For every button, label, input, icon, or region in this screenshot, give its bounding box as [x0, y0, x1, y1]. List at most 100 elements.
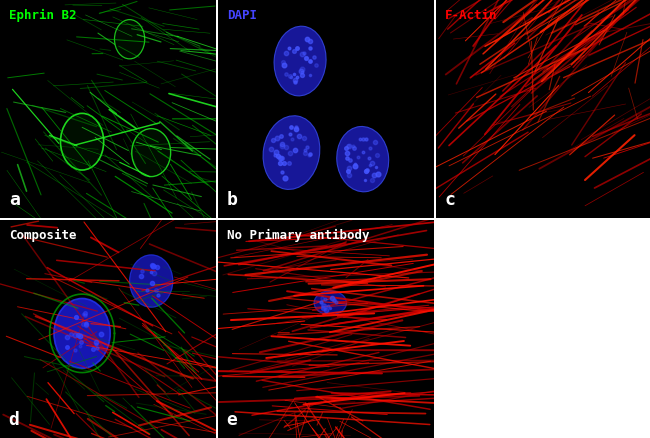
Point: [321, 306, 332, 313]
Point: [367, 159, 377, 166]
Ellipse shape: [132, 129, 171, 177]
Point: [309, 54, 319, 61]
Point: [301, 55, 311, 62]
Point: [149, 270, 159, 277]
Point: [318, 302, 328, 309]
Point: [344, 164, 355, 171]
Point: [360, 176, 370, 183]
Point: [310, 62, 320, 69]
Point: [277, 142, 287, 149]
Point: [136, 273, 147, 280]
Ellipse shape: [263, 116, 320, 189]
Point: [362, 166, 372, 173]
Point: [315, 298, 326, 305]
Point: [279, 160, 289, 167]
Point: [289, 48, 299, 55]
Ellipse shape: [114, 20, 145, 59]
Point: [330, 298, 341, 305]
Point: [276, 168, 287, 175]
Point: [317, 295, 327, 302]
Point: [305, 151, 315, 158]
Point: [299, 135, 309, 142]
Point: [148, 263, 159, 270]
Point: [292, 74, 302, 81]
Point: [78, 311, 88, 318]
Point: [323, 303, 333, 310]
Point: [343, 142, 353, 149]
Ellipse shape: [274, 26, 326, 96]
Point: [372, 170, 383, 177]
Point: [92, 345, 103, 352]
Point: [348, 144, 359, 151]
Ellipse shape: [54, 298, 110, 368]
Point: [358, 148, 369, 155]
Point: [350, 163, 360, 170]
Point: [70, 313, 81, 320]
Point: [344, 171, 354, 178]
Point: [291, 124, 301, 131]
Point: [285, 131, 295, 138]
Point: [319, 296, 330, 303]
Point: [305, 57, 315, 64]
Point: [61, 343, 72, 350]
Point: [317, 305, 328, 312]
Point: [281, 70, 291, 77]
Point: [371, 164, 382, 171]
Point: [352, 153, 363, 160]
Point: [355, 136, 365, 143]
Text: F-Actin: F-Actin: [445, 9, 497, 22]
Point: [318, 302, 329, 309]
Point: [273, 152, 283, 159]
Point: [369, 172, 379, 179]
Point: [91, 340, 101, 347]
Point: [302, 144, 313, 151]
Point: [151, 264, 162, 271]
Point: [278, 58, 289, 65]
Point: [151, 286, 161, 293]
Point: [80, 310, 90, 317]
Point: [290, 76, 300, 83]
Point: [277, 155, 287, 162]
Point: [277, 141, 287, 148]
Point: [297, 71, 307, 78]
Point: [150, 263, 160, 270]
Point: [343, 167, 354, 174]
Point: [302, 35, 313, 42]
Text: Ephrin B2: Ephrin B2: [8, 9, 76, 22]
Ellipse shape: [60, 113, 104, 170]
Point: [268, 136, 278, 143]
Point: [305, 44, 315, 51]
Point: [301, 54, 311, 61]
Text: DAPI: DAPI: [227, 9, 257, 22]
Point: [279, 61, 289, 68]
Point: [137, 268, 148, 275]
Point: [343, 142, 354, 149]
Point: [370, 138, 380, 145]
Point: [291, 126, 302, 133]
Point: [292, 45, 302, 52]
Point: [146, 261, 157, 268]
Point: [81, 321, 92, 328]
Ellipse shape: [314, 291, 346, 315]
Point: [70, 331, 80, 338]
Text: e: e: [227, 411, 237, 429]
Point: [88, 346, 98, 353]
Point: [285, 72, 296, 79]
Point: [153, 292, 163, 299]
Point: [276, 133, 286, 140]
Point: [363, 154, 374, 161]
Point: [300, 147, 310, 154]
Point: [293, 132, 304, 139]
Point: [296, 65, 307, 72]
Point: [300, 149, 310, 156]
Point: [271, 148, 281, 155]
Point: [297, 68, 307, 75]
Point: [70, 346, 81, 353]
Text: No Primary antibody: No Primary antibody: [227, 229, 369, 242]
Point: [326, 295, 337, 302]
Point: [284, 150, 294, 157]
Point: [298, 50, 309, 57]
Point: [78, 320, 88, 327]
Point: [266, 145, 276, 152]
Point: [367, 177, 377, 184]
